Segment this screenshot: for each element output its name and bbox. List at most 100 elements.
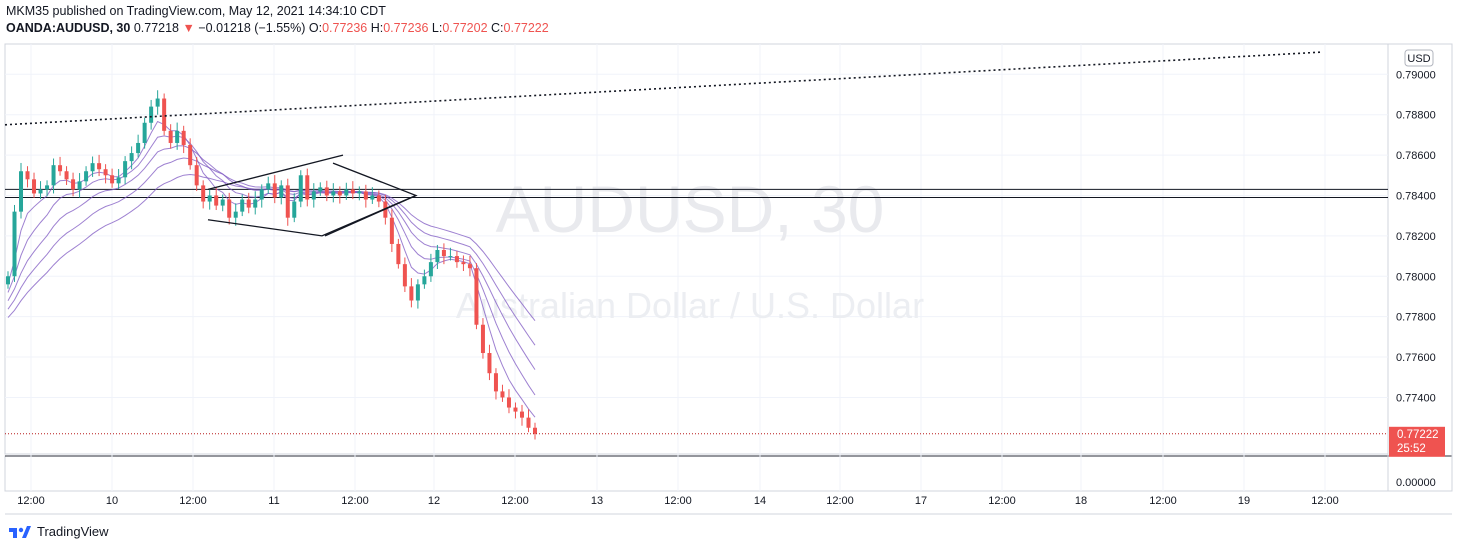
candle-body[interactable] <box>487 353 492 374</box>
candle-body[interactable] <box>513 407 518 412</box>
candle-body[interactable] <box>376 195 381 202</box>
candle-body[interactable] <box>175 130 180 143</box>
candle-body[interactable] <box>25 171 30 180</box>
candle-body[interactable] <box>220 199 225 206</box>
candle-body[interactable] <box>77 181 82 190</box>
candle-body[interactable] <box>357 191 362 194</box>
candle-body[interactable] <box>155 98 160 107</box>
low-value: 0.77202 <box>442 21 488 35</box>
candle-body[interactable] <box>311 191 316 200</box>
candle-body[interactable] <box>58 165 63 172</box>
candle-body[interactable] <box>448 256 453 258</box>
candle-body[interactable] <box>162 98 167 131</box>
candle-body[interactable] <box>253 199 258 208</box>
candle-body[interactable] <box>467 264 472 269</box>
candle-body[interactable] <box>103 169 108 176</box>
candle-body[interactable] <box>441 250 446 257</box>
candle-body[interactable] <box>136 142 141 154</box>
time-tick-label: 12:00 <box>1311 495 1339 507</box>
candle-body[interactable] <box>389 217 394 244</box>
candle-body[interactable] <box>188 144 193 166</box>
candle-body[interactable] <box>272 183 277 198</box>
candle-body[interactable] <box>292 201 297 218</box>
candle-body[interactable] <box>285 185 290 218</box>
candle-body[interactable] <box>233 211 238 218</box>
candle-body[interactable] <box>318 187 323 192</box>
candle-body[interactable] <box>422 276 427 285</box>
moving-averages <box>7 120 536 418</box>
main-pane[interactable] <box>4 43 1389 455</box>
pattern-drawings[interactable] <box>4 51 1323 237</box>
candles[interactable] <box>6 90 537 440</box>
time-tick-label: 12 <box>428 495 440 507</box>
candle-body[interactable] <box>428 262 433 277</box>
candle-body[interactable] <box>363 191 368 200</box>
dotted-trendline[interactable] <box>4 51 1323 126</box>
price-tick-label: 0.78000 <box>1396 271 1436 283</box>
candle-body[interactable] <box>181 130 186 145</box>
candle-body[interactable] <box>370 195 375 200</box>
candle-body[interactable] <box>279 185 284 198</box>
candle-body[interactable] <box>240 199 245 212</box>
candle-body[interactable] <box>266 183 271 190</box>
footer-brand[interactable]: TradingView <box>37 524 109 539</box>
candle-body[interactable] <box>435 250 440 263</box>
candle-body[interactable] <box>493 373 498 392</box>
horizontal-levels[interactable] <box>5 188 1388 198</box>
candle-body[interactable] <box>38 189 43 194</box>
candle-body[interactable] <box>454 256 459 263</box>
candle-body[interactable] <box>350 189 355 194</box>
candle-body[interactable] <box>461 262 466 265</box>
candle-body[interactable] <box>64 171 69 180</box>
candle-body[interactable] <box>396 243 401 265</box>
sub-pane[interactable] <box>4 455 1389 492</box>
currency-badge[interactable] <box>1404 49 1434 67</box>
candle-body[interactable] <box>32 179 37 194</box>
candle-body[interactable] <box>149 106 154 123</box>
candle-body[interactable] <box>71 179 76 190</box>
triangle-upper-line[interactable] <box>207 154 344 191</box>
candle-body[interactable] <box>51 165 56 186</box>
candle-body[interactable] <box>409 286 414 301</box>
candle-body[interactable] <box>331 191 336 196</box>
candle-body[interactable] <box>415 284 420 301</box>
candle-body[interactable] <box>324 187 329 196</box>
candle-body[interactable] <box>526 417 531 428</box>
candle-body[interactable] <box>506 397 511 408</box>
candle-body[interactable] <box>84 171 89 182</box>
triangle-apex-lines[interactable] <box>324 162 418 237</box>
candle-body[interactable] <box>45 185 50 190</box>
candle-body[interactable] <box>123 161 128 178</box>
candle-body[interactable] <box>305 175 310 200</box>
candle-body[interactable] <box>207 195 212 202</box>
candle-body[interactable] <box>201 185 206 202</box>
candle-body[interactable] <box>474 268 479 325</box>
candle-body[interactable] <box>194 165 199 186</box>
candle-body[interactable] <box>533 427 537 434</box>
candle-body[interactable] <box>110 175 115 184</box>
candle-body[interactable] <box>19 171 24 212</box>
candle-body[interactable] <box>402 264 407 287</box>
candle-body[interactable] <box>168 130 173 143</box>
candle-body[interactable] <box>337 191 342 196</box>
candle-body[interactable] <box>500 391 505 398</box>
candle-body[interactable] <box>6 276 10 285</box>
candle-body[interactable] <box>214 195 219 206</box>
candle-body[interactable] <box>12 211 17 277</box>
candle-body[interactable] <box>298 175 303 202</box>
candle-body[interactable] <box>246 199 251 208</box>
candle-body[interactable] <box>519 411 524 418</box>
candle-body[interactable] <box>129 153 134 162</box>
candle-body[interactable] <box>227 199 232 218</box>
candle-body[interactable] <box>344 189 349 196</box>
candle-body[interactable] <box>97 163 102 170</box>
candle-body[interactable] <box>259 189 264 200</box>
candle-body[interactable] <box>90 163 95 172</box>
price-tick-label: 0.77800 <box>1396 312 1436 324</box>
candle-body[interactable] <box>480 324 485 354</box>
candle-body[interactable] <box>142 122 147 143</box>
candle-body[interactable] <box>116 177 121 184</box>
symbol-label[interactable]: OANDA:AUDUSD, 30 <box>6 21 131 35</box>
price-scale[interactable] <box>1387 43 1453 492</box>
